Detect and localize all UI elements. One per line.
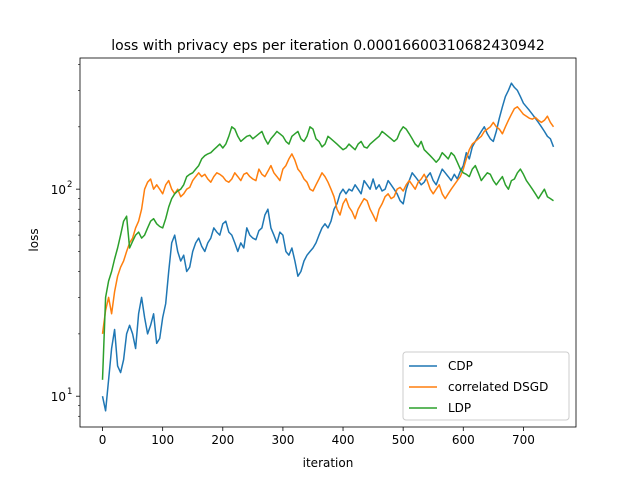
x-tick-label: 700 bbox=[512, 433, 535, 447]
y-axis-label: loss bbox=[27, 228, 41, 251]
x-tick-label: 400 bbox=[332, 433, 355, 447]
legend-label-cdp: CDP bbox=[448, 359, 473, 373]
x-axis-label: iteration bbox=[303, 456, 354, 470]
x-tick-label: 600 bbox=[452, 433, 475, 447]
legend-label-ldp: LDP bbox=[448, 401, 471, 415]
x-tick-label: 300 bbox=[271, 433, 294, 447]
legend: CDP correlated DSGD LDP bbox=[403, 352, 569, 420]
y-tick-label: 10 bbox=[51, 390, 66, 404]
x-tick-label: 200 bbox=[211, 433, 234, 447]
y-tick-label: 10 bbox=[51, 183, 66, 197]
y-tick-label-exponent: 2 bbox=[67, 180, 72, 190]
x-tick-label: 500 bbox=[392, 433, 415, 447]
x-tick-label: 100 bbox=[151, 433, 174, 447]
y-tick-label-exponent: 1 bbox=[67, 387, 72, 397]
x-tick-label: 0 bbox=[99, 433, 107, 447]
legend-label-correlated-dsgd: correlated DSGD bbox=[448, 380, 548, 394]
chart-title: loss with privacy eps per iteration 0.00… bbox=[111, 38, 545, 54]
